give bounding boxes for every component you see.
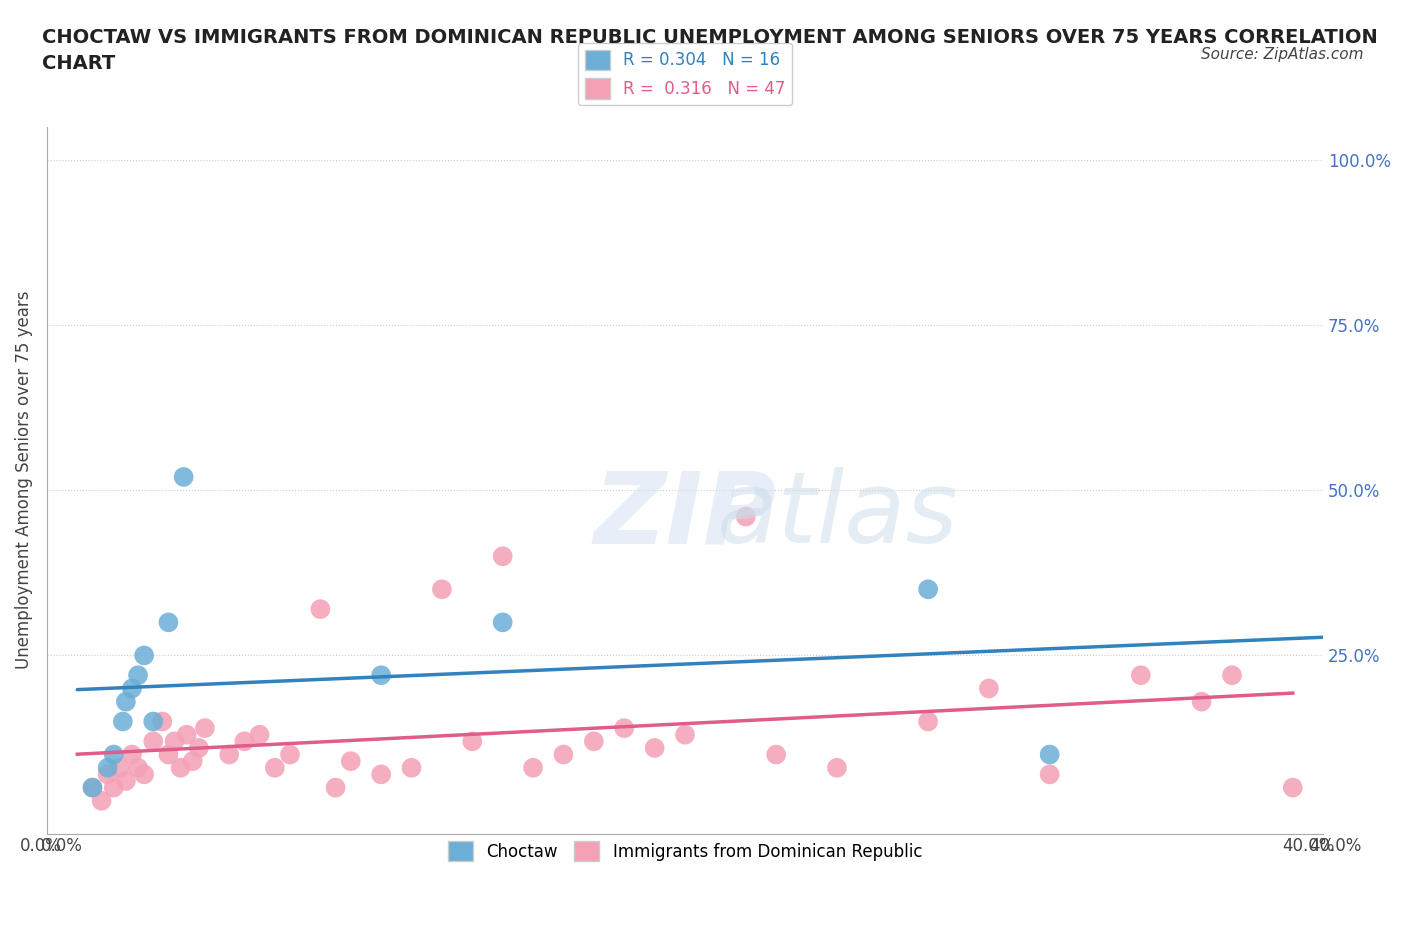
- Point: [977, 681, 1000, 696]
- Point: [263, 761, 285, 776]
- Point: [522, 761, 544, 776]
- Point: [1129, 668, 1152, 683]
- Point: [1220, 668, 1243, 683]
- Point: [613, 721, 636, 736]
- Point: [644, 740, 666, 755]
- Legend: Choctaw, Immigrants from Dominican Republic: Choctaw, Immigrants from Dominican Repub…: [441, 834, 929, 868]
- Text: ZIP: ZIP: [593, 467, 776, 565]
- Point: [127, 668, 149, 683]
- Point: [430, 582, 453, 597]
- Point: [249, 727, 271, 742]
- Point: [825, 761, 848, 776]
- Point: [90, 793, 112, 808]
- Point: [492, 549, 515, 564]
- Point: [108, 761, 131, 776]
- Point: [582, 734, 605, 749]
- Point: [401, 761, 423, 776]
- Point: [765, 747, 787, 762]
- Point: [169, 761, 191, 776]
- Point: [103, 780, 125, 795]
- Point: [82, 780, 104, 795]
- Point: [1281, 780, 1303, 795]
- Point: [1039, 747, 1062, 762]
- Point: [134, 648, 156, 663]
- Point: [121, 747, 143, 762]
- Point: [233, 734, 256, 749]
- Point: [734, 509, 756, 524]
- Point: [82, 780, 104, 795]
- Point: [218, 747, 240, 762]
- Point: [121, 681, 143, 696]
- Text: 40.0%: 40.0%: [1282, 837, 1334, 856]
- Point: [115, 694, 138, 709]
- Point: [97, 761, 120, 776]
- Point: [1191, 694, 1213, 709]
- Point: [325, 780, 347, 795]
- Point: [134, 767, 156, 782]
- Point: [176, 727, 198, 742]
- Point: [187, 740, 209, 755]
- Point: [917, 582, 939, 597]
- Point: [163, 734, 186, 749]
- Point: [97, 767, 120, 782]
- Point: [157, 615, 180, 630]
- Point: [111, 714, 134, 729]
- Point: [157, 747, 180, 762]
- Point: [194, 721, 217, 736]
- Point: [115, 774, 138, 789]
- Text: CHOCTAW VS IMMIGRANTS FROM DOMINICAN REPUBLIC UNEMPLOYMENT AMONG SENIORS OVER 75: CHOCTAW VS IMMIGRANTS FROM DOMINICAN REP…: [42, 28, 1378, 73]
- Point: [127, 761, 149, 776]
- Text: 0.0%: 0.0%: [41, 837, 83, 856]
- Text: 0.0%: 0.0%: [20, 837, 62, 856]
- Point: [673, 727, 696, 742]
- Point: [173, 470, 195, 485]
- Point: [370, 668, 392, 683]
- Point: [339, 753, 361, 768]
- Text: atlas: atlas: [717, 467, 959, 565]
- Text: Source: ZipAtlas.com: Source: ZipAtlas.com: [1201, 46, 1364, 61]
- Y-axis label: Unemployment Among Seniors over 75 years: Unemployment Among Seniors over 75 years: [15, 291, 32, 670]
- Point: [553, 747, 575, 762]
- Point: [278, 747, 301, 762]
- Point: [492, 615, 515, 630]
- Point: [917, 714, 939, 729]
- Point: [142, 734, 165, 749]
- Point: [461, 734, 484, 749]
- Point: [150, 714, 173, 729]
- Point: [181, 753, 204, 768]
- Point: [309, 602, 332, 617]
- Text: 40.0%: 40.0%: [1310, 837, 1362, 856]
- Point: [142, 714, 165, 729]
- Point: [1039, 767, 1062, 782]
- Point: [103, 747, 125, 762]
- Point: [370, 767, 392, 782]
